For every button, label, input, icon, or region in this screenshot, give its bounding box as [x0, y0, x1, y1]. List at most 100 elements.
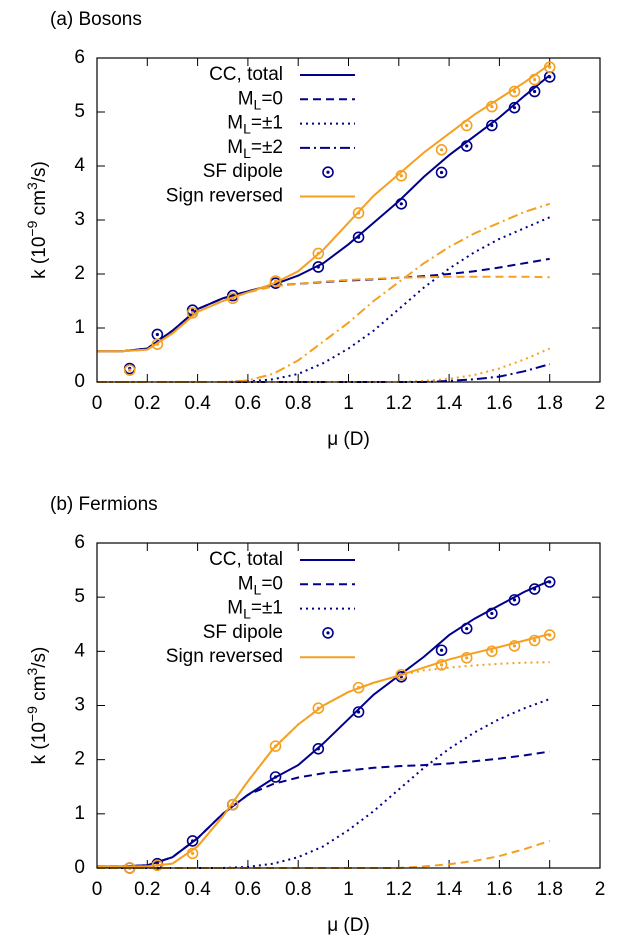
marker: [269, 275, 282, 287]
marker-ring: [435, 644, 448, 657]
text-part: M: [227, 137, 243, 158]
marker: [508, 85, 521, 98]
marker-dot: [316, 747, 320, 751]
marker: [352, 231, 365, 244]
x-tick-label: 0.2: [134, 393, 160, 414]
x-tick-label: 2: [595, 879, 606, 900]
x-tick-label: 1.2: [386, 393, 412, 414]
x-tick-label: 1.2: [386, 879, 412, 900]
marker-dot: [439, 170, 444, 175]
marker-dot: [356, 211, 361, 215]
legend-label: SF dipole: [203, 161, 283, 182]
marker-ring: [186, 847, 199, 860]
marker-dot: [316, 251, 320, 256]
marker-ring: [151, 338, 164, 351]
series-line: [97, 216, 551, 383]
marker-dot: [465, 144, 469, 148]
marker-ring: [312, 247, 325, 260]
marker: [528, 73, 541, 86]
x-tick-label: 1.4: [436, 393, 463, 414]
x-axis-label: μ (D): [327, 429, 370, 450]
marker-dot: [533, 78, 537, 82]
text-part: 3: [24, 182, 40, 190]
marker: [460, 140, 473, 152]
marker: [435, 144, 448, 156]
marker: [269, 771, 282, 783]
x-tick-label: 1.6: [486, 879, 512, 900]
marker: [352, 706, 365, 718]
y-tick-label: 0: [74, 371, 85, 392]
marker-ring: [312, 743, 325, 755]
text-part: k (10: [29, 722, 50, 764]
text-part: L: [254, 96, 262, 112]
x-tick-label: 0.6: [235, 879, 261, 900]
text-part: cm: [29, 190, 50, 221]
marker-dot: [465, 123, 469, 128]
x-tick-label: 0.6: [235, 393, 261, 414]
marker: [395, 668, 408, 681]
marker: [508, 594, 521, 606]
marker-dot: [533, 638, 537, 643]
marker: [460, 622, 473, 635]
text-part: =0: [261, 88, 283, 109]
marker-dot: [155, 342, 159, 346]
x-tick-label: 1: [343, 879, 354, 900]
marker-ring: [508, 640, 521, 652]
legend-label: ML=0: [238, 88, 283, 112]
marker-dot: [399, 673, 403, 677]
y-tick-label: 4: [74, 640, 85, 661]
marker: [395, 198, 408, 210]
x-tick-label: 0.4: [184, 879, 211, 900]
marker-dot: [155, 863, 159, 867]
marker: [186, 847, 199, 860]
marker-dot: [316, 265, 320, 269]
y-tick-label: 6: [74, 47, 85, 68]
marker: [543, 576, 556, 588]
marker-ring: [486, 607, 498, 620]
marker-dot: [326, 631, 330, 635]
text-part: =0: [261, 573, 283, 594]
marker-dot: [548, 75, 552, 79]
legend-label: CC, total: [209, 64, 283, 85]
marker-ring: [435, 659, 448, 671]
marker: [312, 261, 325, 273]
y-tick-label: 3: [74, 695, 85, 716]
x-tick-label: 0.2: [134, 879, 160, 900]
y-tick-label: 5: [74, 101, 85, 122]
series-line: [97, 750, 550, 868]
x-tick-label: 1: [343, 393, 354, 414]
x-tick-label: 0.8: [285, 879, 311, 900]
x-tick-label: 2: [595, 393, 606, 414]
series-line: [97, 63, 551, 353]
marker-ring: [186, 835, 199, 847]
marker-dot: [231, 296, 235, 300]
marker-ring: [460, 652, 473, 664]
marker-ring: [508, 85, 521, 98]
marker-dot: [356, 710, 361, 714]
marker-ring: [486, 645, 498, 658]
marker: [460, 119, 473, 132]
marker-ring: [227, 292, 239, 305]
text-part: L: [243, 120, 251, 136]
marker: [508, 640, 521, 652]
y-tick-label: 1: [74, 803, 85, 824]
marker-ring: [269, 740, 282, 752]
marker-ring: [312, 261, 325, 273]
x-tick-label: 0.8: [285, 393, 311, 414]
marker-ring: [269, 275, 282, 287]
marker-ring: [543, 629, 556, 641]
marker-dot: [439, 148, 444, 152]
marker-dot: [548, 633, 552, 637]
text-part: −9: [24, 706, 40, 722]
marker-ring: [322, 627, 334, 639]
marker: [543, 629, 556, 641]
marker-ring: [460, 622, 473, 635]
marker: [435, 166, 448, 179]
marker-ring: [227, 798, 239, 811]
marker: [508, 101, 521, 114]
marker-ring: [543, 576, 556, 588]
marker-dot: [273, 775, 278, 779]
marker-dot: [316, 706, 320, 710]
